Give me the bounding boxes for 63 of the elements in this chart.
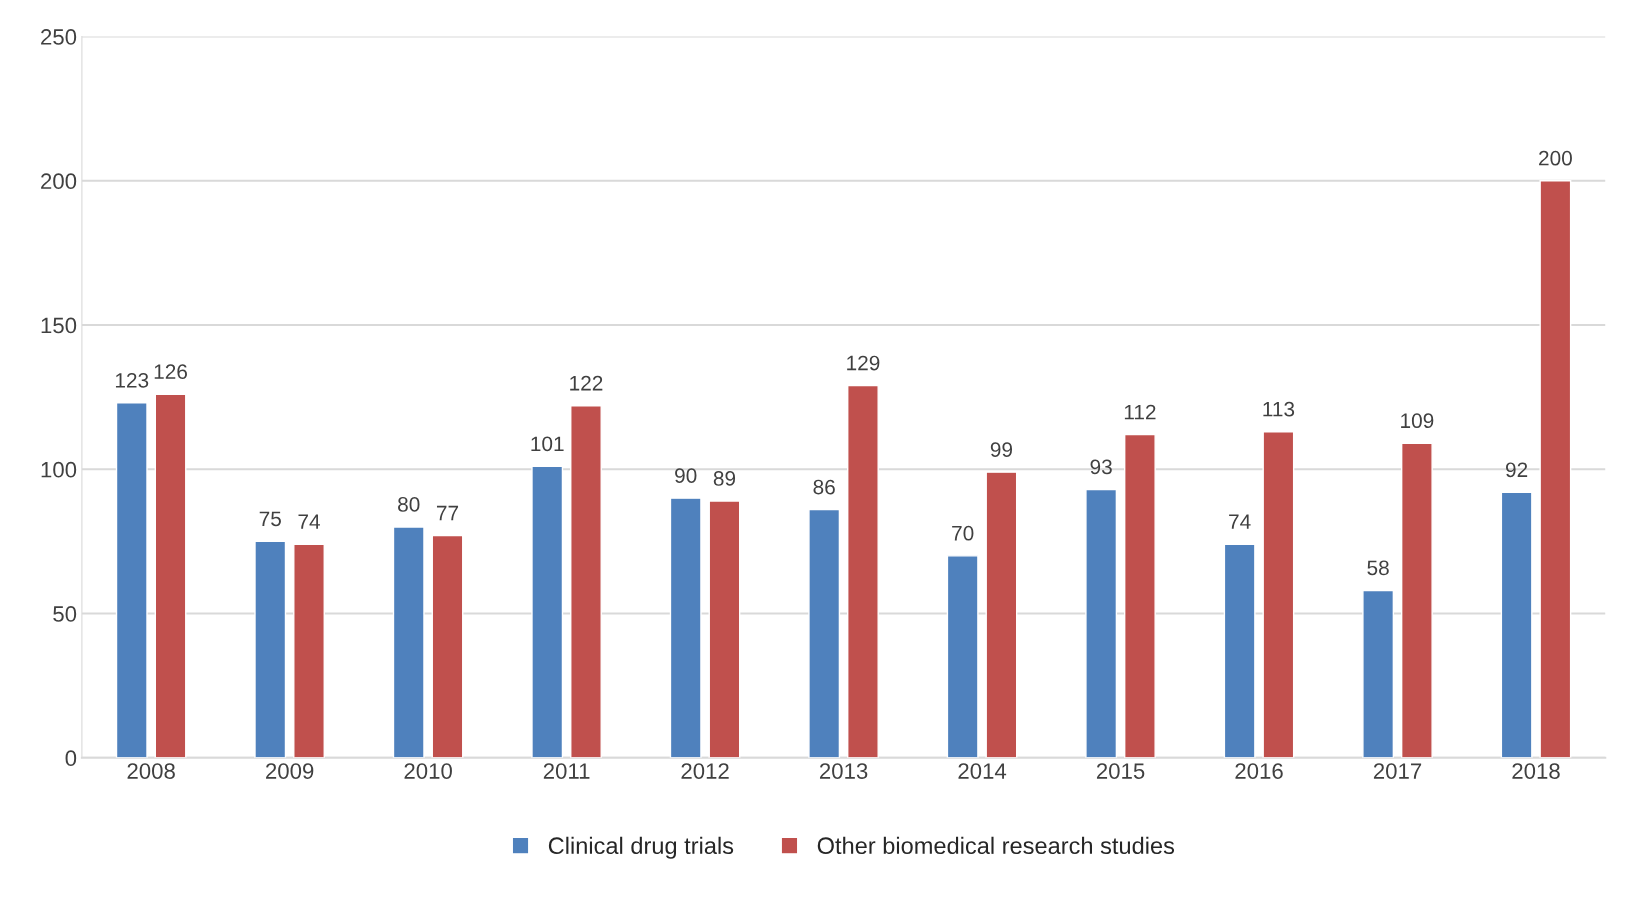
x-tick-label: 2012 bbox=[681, 763, 729, 779]
x-tick-label: 2016 bbox=[1235, 763, 1283, 779]
bar bbox=[570, 405, 602, 758]
bar bbox=[254, 540, 287, 758]
legend-label: Other biomedical research studies bbox=[817, 836, 1175, 855]
data-label: 92 bbox=[1506, 462, 1528, 478]
bar bbox=[946, 555, 979, 758]
bar bbox=[669, 497, 702, 758]
data-label: 123 bbox=[115, 372, 149, 388]
data-label: 99 bbox=[990, 442, 1013, 457]
y-tick-label: 0 bbox=[65, 750, 77, 767]
data-label: 126 bbox=[154, 364, 187, 380]
data-label: 112 bbox=[1124, 404, 1156, 420]
x-tick-label: 2011 bbox=[543, 763, 590, 779]
data-label: 74 bbox=[1229, 514, 1251, 529]
data-label: 70 bbox=[952, 525, 974, 541]
bar bbox=[1124, 433, 1156, 758]
data-label: 113 bbox=[1263, 401, 1295, 417]
y-tick-label: 150 bbox=[41, 317, 77, 334]
bar bbox=[808, 508, 841, 758]
y-tick-label: 100 bbox=[41, 461, 77, 478]
data-label: 80 bbox=[398, 497, 420, 512]
bar bbox=[1223, 543, 1256, 758]
bar bbox=[431, 534, 464, 758]
data-label: 86 bbox=[813, 479, 835, 495]
legend-label: Clinical drug trials bbox=[548, 836, 734, 859]
data-label: 122 bbox=[570, 375, 603, 391]
bar bbox=[115, 402, 148, 758]
data-label: 90 bbox=[675, 468, 697, 483]
data-label: 109 bbox=[1401, 413, 1434, 429]
y-tick-label: 50 bbox=[53, 606, 77, 622]
y-tick-label: 200 bbox=[41, 173, 77, 190]
data-label: 200 bbox=[1539, 150, 1572, 166]
bar bbox=[1500, 491, 1533, 758]
data-label: 74 bbox=[298, 514, 320, 529]
x-tick-label: 2013 bbox=[819, 763, 868, 779]
bar bbox=[531, 465, 564, 758]
bar bbox=[847, 384, 879, 758]
x-tick-label: 2018 bbox=[1512, 763, 1560, 779]
x-tick-label: 2014 bbox=[958, 763, 1007, 779]
x-tick-label: 2008 bbox=[127, 763, 175, 779]
bar bbox=[392, 526, 425, 758]
data-label: 93 bbox=[1090, 459, 1112, 475]
bar bbox=[1539, 180, 1572, 758]
bar bbox=[154, 393, 187, 758]
data-label: 101 bbox=[531, 436, 564, 452]
data-label: 89 bbox=[713, 471, 736, 486]
x-tick-label: 2017 bbox=[1373, 763, 1422, 779]
bar bbox=[1262, 431, 1295, 758]
bar bbox=[985, 471, 1018, 758]
bar bbox=[1085, 488, 1118, 758]
data-label: 58 bbox=[1367, 560, 1389, 576]
bar bbox=[1400, 442, 1433, 758]
x-tick-label: 2015 bbox=[1096, 763, 1145, 779]
bar bbox=[293, 543, 325, 758]
x-tick-label: 2009 bbox=[266, 763, 314, 779]
data-label: 129 bbox=[847, 355, 880, 371]
data-label: 75 bbox=[259, 511, 281, 527]
bar bbox=[1362, 589, 1395, 758]
data-label: 77 bbox=[436, 505, 459, 521]
x-tick-label: 2010 bbox=[404, 763, 452, 779]
y-tick-label: 250 bbox=[41, 29, 77, 45]
bar bbox=[708, 500, 741, 758]
